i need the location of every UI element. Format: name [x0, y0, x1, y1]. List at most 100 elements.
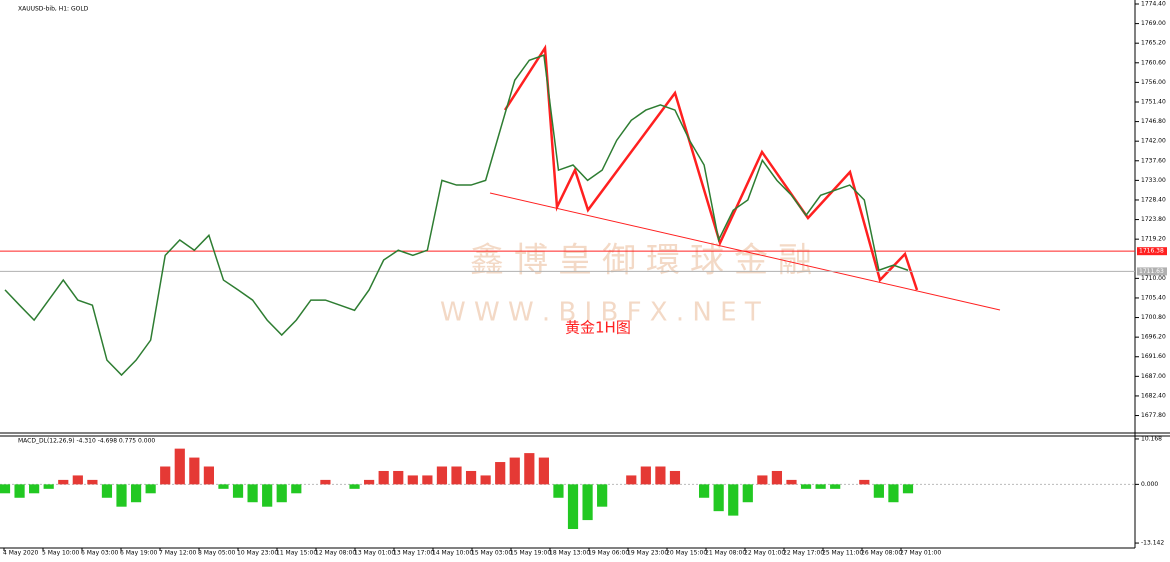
macd-bar [567, 484, 579, 530]
macd-bar [422, 475, 433, 485]
y-tick-label: 10.168 [1141, 435, 1162, 442]
macd-bar [291, 484, 302, 494]
x-tick-label: 11 May 15:00 [276, 550, 317, 557]
macd-bar [742, 484, 753, 503]
y-tick-label: 1751.40 [1141, 98, 1166, 105]
annotation: 黄金1H图 [565, 319, 631, 337]
x-tick-label: 13 May 17:00 [393, 550, 434, 557]
macd-bar [597, 484, 608, 507]
x-tick-label: 6 May 03:00 [81, 550, 119, 557]
y-tick-label: -13.142 [1141, 540, 1164, 547]
macd-bar [116, 484, 127, 507]
x-tick-label: 5 May 10:00 [42, 550, 80, 557]
macd-bar [669, 470, 681, 485]
x-tick-label: 26 May 08:00 [861, 550, 902, 557]
macd-bar [189, 457, 200, 485]
watermark: 鑫博皇御環球金融 [470, 241, 822, 281]
macd-bar [160, 466, 171, 485]
y-tick-label: 1700.80 [1141, 314, 1166, 321]
y-tick-label: 1677.80 [1141, 412, 1166, 419]
x-tick-label: 10 May 23:00 [237, 550, 278, 557]
macd-bar [830, 484, 841, 489]
x-tick-label: 19 May 06:00 [588, 550, 629, 557]
watermark-url: W W W . B I B F X . N E T [440, 298, 761, 328]
x-tick-label: 6 May 19:00 [120, 550, 158, 557]
macd-bar [451, 466, 462, 485]
macd-bar [626, 475, 637, 485]
macd-bar [815, 484, 826, 489]
macd-bar [203, 466, 215, 485]
macd-bar [393, 470, 404, 485]
y-tick-label: 1756.00 [1141, 79, 1166, 86]
y-tick-label: 1769.00 [1141, 20, 1166, 27]
macd-bar [130, 484, 142, 503]
macd-bar [859, 479, 870, 485]
level-box [1137, 267, 1167, 276]
x-tick-label: 18 May 13:00 [549, 550, 590, 557]
macd-bar [480, 475, 491, 485]
x-tick-label: 8 May 05:00 [198, 550, 236, 557]
x-tick-label: 25 May 11:00 [822, 550, 863, 557]
x-tick-label: 4 May 2020 [3, 550, 38, 557]
macd-bar [524, 453, 535, 485]
y-tick-label: 1760.60 [1141, 59, 1166, 66]
macd-bar [0, 484, 11, 494]
level-box [1137, 247, 1167, 256]
macd-bar [145, 484, 156, 494]
macd-bar [72, 475, 83, 485]
macd-bar [262, 484, 273, 507]
macd-bar [378, 470, 389, 485]
level-label: 1716.38 [1139, 248, 1164, 255]
macd-bar [495, 462, 506, 485]
x-tick-label: 20 May 15:00 [666, 550, 707, 557]
macd-bar [174, 448, 185, 485]
y-tick-label: 1765.20 [1141, 40, 1166, 47]
macd-bar [582, 484, 593, 521]
macd-bar [757, 475, 768, 485]
y-tick-label: 0.000 [1141, 481, 1158, 488]
macd-bar [465, 470, 477, 485]
x-tick-label: 21 May 08:00 [705, 550, 746, 557]
x-tick-label: 22 May 17:00 [783, 550, 824, 557]
macd-label: MACD_DL(12,26,9) -4.310 -4.698 0.775 0.0… [18, 438, 155, 445]
macd-bar [538, 457, 549, 485]
y-tick-label: 1682.40 [1141, 392, 1166, 399]
y-tick-label: 1687.00 [1141, 373, 1166, 380]
macd-bar [553, 484, 564, 498]
x-tick-label: 15 May 19:00 [510, 550, 551, 557]
y-tick-label: 1710.00 [1141, 275, 1166, 282]
macd-bar [87, 479, 98, 485]
level-label: 1711.63 [1139, 268, 1164, 275]
macd-bar [698, 484, 710, 498]
x-tick-label: 19 May 23:00 [627, 550, 668, 557]
macd-bar [436, 466, 448, 485]
macd-bar [407, 475, 418, 485]
macd-bar [873, 484, 884, 498]
x-tick-label: 22 May 01:00 [744, 550, 785, 557]
macd-bar [101, 484, 113, 498]
macd-bar [902, 484, 914, 494]
y-tick-label: 1774.40 [1141, 1, 1166, 8]
macd-bar [320, 479, 331, 485]
macd-bar [29, 484, 40, 494]
x-tick-label: 15 May 03:00 [471, 550, 512, 557]
wave-annotation [503, 44, 919, 291]
macd-bar [888, 484, 899, 503]
y-tick-label: 1719.20 [1141, 236, 1166, 243]
macd-bar [786, 479, 797, 485]
x-tick-label: 27 May 01:00 [900, 550, 941, 557]
x-tick-label: 13 May 01:00 [354, 550, 395, 557]
macd-bar [800, 484, 812, 489]
x-tick-label: 7 May 12:00 [159, 550, 197, 557]
macd-bar [276, 484, 287, 503]
macd-bar [232, 484, 244, 498]
macd-bar [349, 484, 360, 489]
macd-bar [640, 466, 651, 485]
macd-bar [364, 479, 375, 485]
x-tick-label: 14 May 10:00 [432, 550, 473, 557]
macd-bar [728, 484, 739, 516]
y-tick-label: 1728.40 [1141, 196, 1166, 203]
macd-bar [43, 484, 54, 489]
price-line [4, 54, 909, 377]
